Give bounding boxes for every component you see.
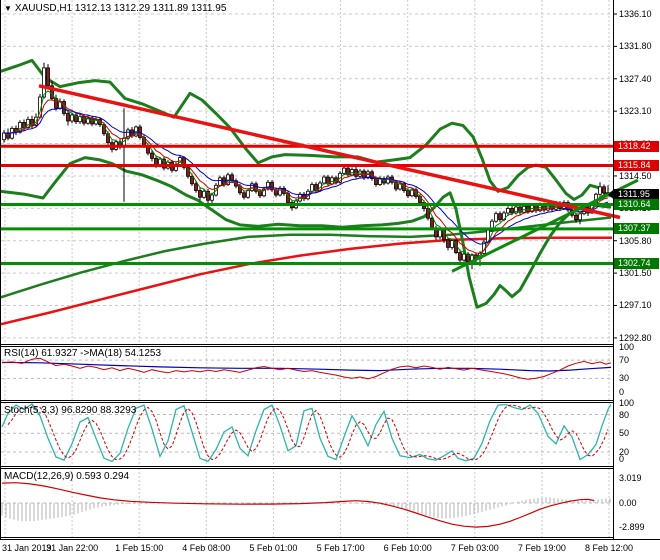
time-axis-label: 4 Feb 08:00 bbox=[182, 543, 230, 554]
price-axis-label: 1336.10 bbox=[619, 9, 652, 20]
time-axis-label: 5 Feb 01:00 bbox=[249, 543, 297, 554]
chevron-down-icon: ▼ bbox=[4, 4, 12, 13]
time-axis-label: 8 Feb 12:00 bbox=[585, 543, 633, 554]
rsi-scale-label: 30 bbox=[619, 373, 629, 384]
price-axis-label: 1297.10 bbox=[619, 300, 652, 311]
price-axis-label: 1323.10 bbox=[619, 106, 652, 117]
stoch-scale-label: 100 bbox=[619, 398, 634, 409]
mt4-chart-window[interactable]: ▼XAUUSD,H1 1312.13 1312.29 1311.89 1311.… bbox=[0, 0, 660, 560]
time-axis-label: 7 Feb 19:00 bbox=[518, 543, 566, 554]
price-badge-resistance: 1318.42 bbox=[614, 141, 659, 152]
time-axis-label: 31 Jan 2019 bbox=[2, 543, 52, 554]
price-badge-support: 1310.64 bbox=[614, 199, 659, 210]
time-axis-label: 5 Feb 17:00 bbox=[317, 543, 365, 554]
price-axis-label: 1327.40 bbox=[619, 74, 652, 85]
rsi-scale-label: 0 bbox=[619, 387, 624, 398]
chart-title: ▼XAUUSD,H1 1312.13 1312.29 1311.89 1311.… bbox=[4, 3, 226, 14]
price-badge-support: 1307.37 bbox=[614, 223, 659, 234]
macd-scale-label: -2.899 bbox=[619, 522, 645, 533]
time-axis-label: 1 Feb 15:00 bbox=[115, 543, 163, 554]
macd-panel-label: MACD(12,26,9) 0.593 0.294 bbox=[4, 471, 129, 482]
rsi-panel-label: RSI(14) 61.9327 ->MA(18) 54.1253 bbox=[4, 348, 161, 359]
rsi-scale-label: 70 bbox=[619, 355, 629, 366]
chart-title-text: XAUUSD,H1 1312.13 1312.29 1311.89 1311.9… bbox=[15, 3, 226, 14]
current-price-arrow-icon bbox=[609, 189, 614, 199]
price-axis-label: 1314.50 bbox=[619, 171, 652, 182]
stoch-scale-label: 80 bbox=[619, 410, 629, 421]
rsi-scale-label: 100 bbox=[619, 342, 634, 353]
price-axis-label: 1301.50 bbox=[619, 268, 652, 279]
stoch-scale-label: 50 bbox=[619, 428, 629, 439]
price-badge-resistance: 1315.84 bbox=[614, 160, 659, 171]
time-axis-label: 31 Jan 22:00 bbox=[46, 543, 98, 554]
price-badge-support: 1302.74 bbox=[614, 258, 659, 269]
time-axis-label: 7 Feb 03:00 bbox=[451, 543, 499, 554]
price-axis-label: 1331.80 bbox=[619, 41, 652, 52]
time-axis-label: 6 Feb 10:00 bbox=[384, 543, 432, 554]
stoch-panel-label: Stoch(5,3,3) 96.8290 88.3293 bbox=[4, 405, 136, 416]
stoch-scale-label: 0 bbox=[619, 454, 624, 465]
macd-scale-label: 0.00 bbox=[619, 498, 637, 509]
price-axis-label: 1305.80 bbox=[619, 236, 652, 247]
macd-scale-label: 3.019 bbox=[619, 473, 642, 484]
